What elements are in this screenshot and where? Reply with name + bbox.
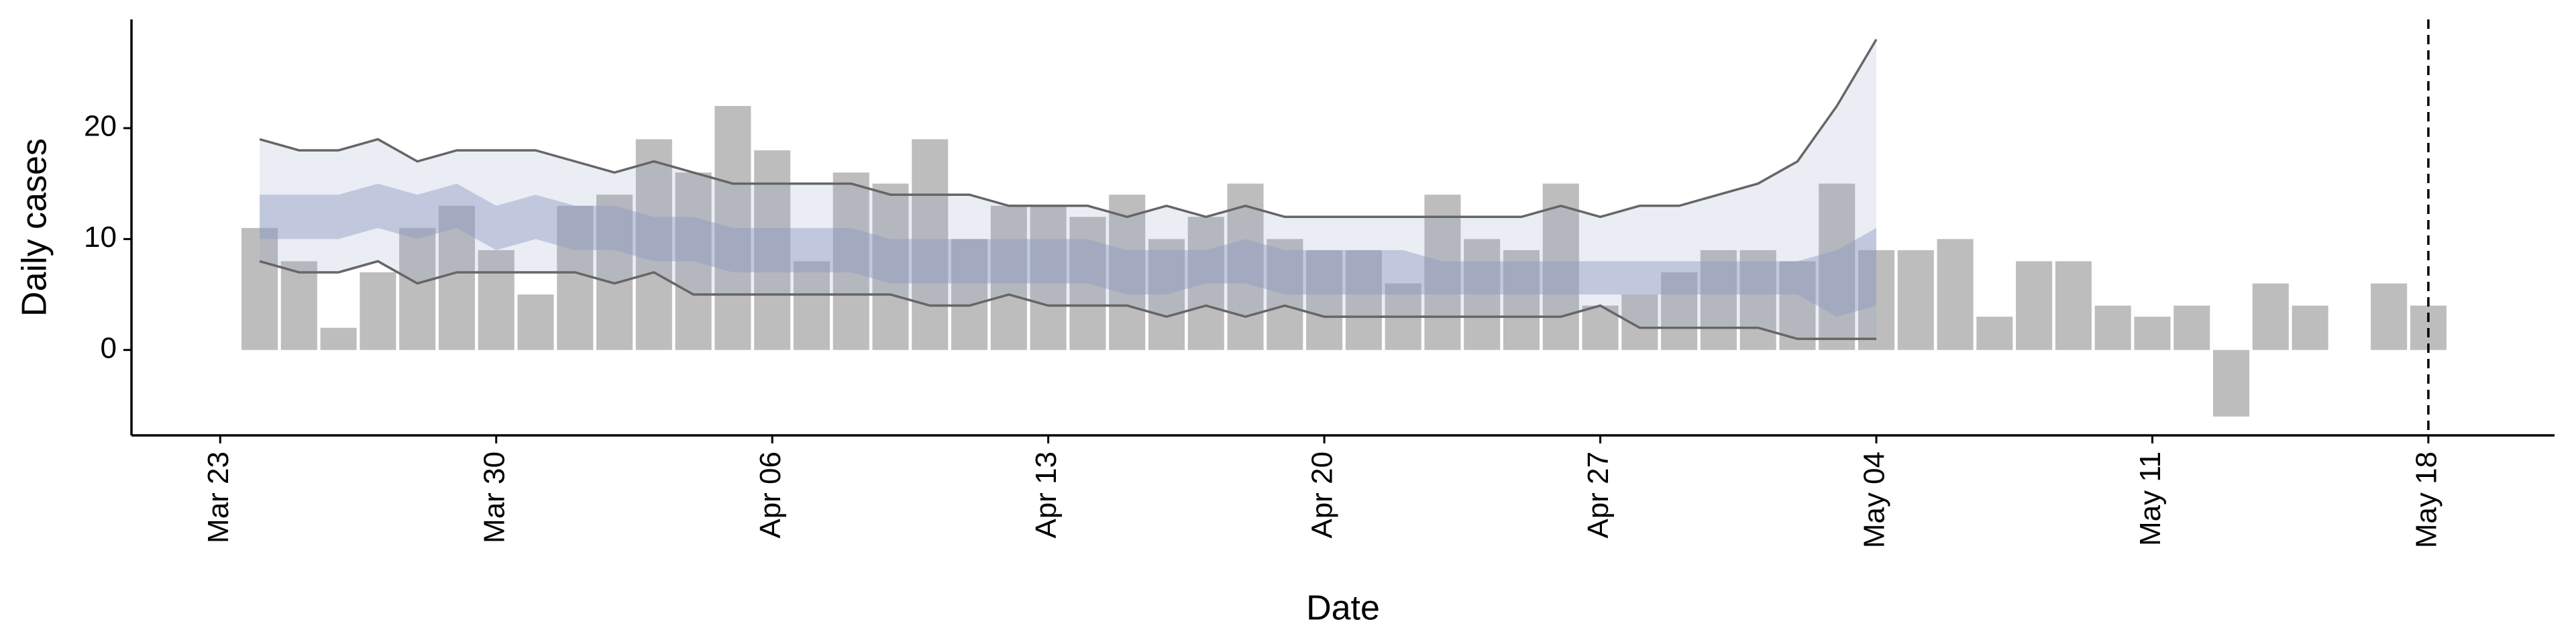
bar: [596, 195, 633, 350]
bar: [557, 205, 594, 350]
y-tick-label: 0: [101, 331, 117, 364]
bar: [951, 239, 988, 350]
bar: [1424, 195, 1461, 350]
bar: [2292, 305, 2328, 350]
bar: [1030, 205, 1067, 350]
bar: [399, 227, 436, 350]
x-tick-label: Apr 20: [1306, 451, 1339, 539]
bar: [1187, 217, 1224, 350]
bar: [438, 205, 475, 350]
x-tick-label: Apr 27: [1582, 451, 1615, 539]
x-tick-label: Mar 23: [202, 451, 235, 543]
bar: [1661, 272, 1698, 350]
bar: [1739, 250, 1776, 350]
bar: [1267, 239, 1303, 350]
x-tick-label: Apr 06: [754, 451, 787, 539]
bar: [833, 172, 869, 350]
bar: [1069, 217, 1106, 350]
bar: [1700, 250, 1737, 350]
bar: [1503, 250, 1540, 350]
bar: [2016, 261, 2053, 350]
bar: [675, 172, 712, 350]
bar: [2410, 305, 2447, 350]
bar: [1306, 250, 1343, 350]
bar: [990, 205, 1027, 350]
bar: [1858, 250, 1895, 350]
bar: [320, 327, 357, 350]
bar: [912, 139, 949, 350]
bar: [478, 250, 515, 350]
outer-band: [260, 39, 1876, 339]
bar: [241, 227, 278, 350]
bar: [2212, 350, 2250, 417]
bar: [2174, 305, 2210, 350]
bar: [793, 261, 830, 350]
bar: [360, 272, 396, 350]
bar: [1148, 239, 1185, 350]
bar: [714, 105, 751, 350]
bar: [2252, 283, 2289, 350]
bar: [1542, 183, 1579, 350]
y-tick-label: 10: [84, 221, 117, 254]
x-tick-label: May 04: [1858, 451, 1891, 548]
bar: [635, 139, 672, 350]
bar: [1897, 250, 1934, 350]
bar: [2371, 283, 2408, 350]
bar: [2094, 305, 2131, 350]
x-tick-label: Mar 30: [478, 451, 511, 543]
bound-line: [259, 38, 1878, 219]
bar: [1819, 183, 1856, 350]
bar: [1227, 183, 1264, 350]
bar: [280, 261, 317, 350]
bar: [1109, 195, 1146, 350]
bound-line: [259, 260, 1876, 340]
x-tick-label: Apr 13: [1030, 451, 1063, 539]
bar: [517, 294, 554, 350]
x-tick-label: May 11: [2134, 451, 2167, 546]
inner-band: [260, 183, 1876, 317]
x-tick-label: May 18: [2410, 451, 2443, 548]
bar: [1464, 239, 1501, 350]
bar: [2055, 261, 2092, 350]
bar: [1345, 250, 1382, 350]
bar: [2134, 317, 2171, 350]
x-axis-label: Date: [1306, 589, 1380, 628]
y-tick-label: 20: [84, 110, 117, 143]
bar: [1976, 317, 2013, 350]
bar: [872, 183, 909, 350]
y-axis-label: Daily cases: [15, 138, 54, 317]
bar: [1937, 239, 1974, 350]
